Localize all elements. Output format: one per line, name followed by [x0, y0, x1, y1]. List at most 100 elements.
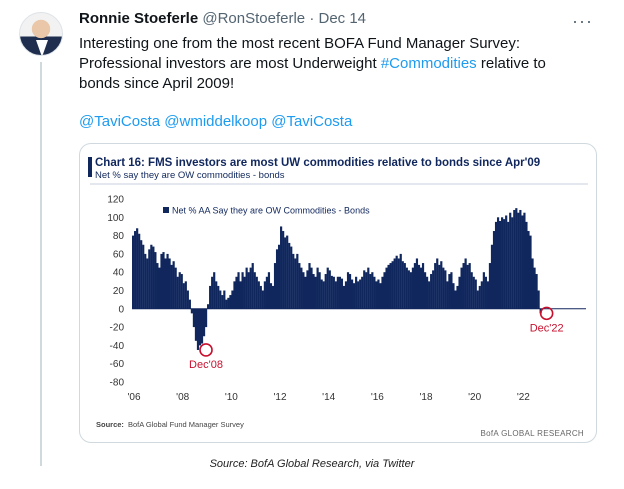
bar [393, 258, 396, 309]
bar [275, 249, 279, 309]
bar [284, 237, 287, 309]
annotations: Dec'08 Dec'22 [189, 306, 564, 371]
bar [192, 308, 196, 328]
bar [452, 283, 455, 309]
bar [156, 263, 159, 309]
bar [387, 264, 390, 309]
bar [269, 283, 273, 309]
bar [267, 272, 271, 309]
tweet-media-image[interactable]: Chart 16: FMS investors are most UW comm… [79, 143, 597, 443]
y-tick-label: 80 [113, 231, 125, 242]
mentions: @TaviCosta @wmiddelkoop @TaviCosta [79, 113, 352, 130]
bar [176, 276, 179, 309]
avatar[interactable] [19, 12, 63, 56]
bar [365, 272, 368, 309]
bar [403, 263, 406, 309]
bar [371, 272, 374, 309]
bar [359, 279, 362, 309]
mention-link[interactable]: @wmiddelkoop [164, 113, 268, 130]
bar [209, 285, 212, 309]
bar [367, 267, 370, 309]
bar [379, 283, 382, 309]
bar [521, 215, 524, 309]
more-horizontal-icon[interactable]: ··· [572, 11, 593, 31]
bar [332, 276, 335, 309]
x-tick-label: '10 [225, 392, 238, 403]
bar [217, 285, 220, 309]
bar [251, 263, 254, 309]
bar [138, 233, 141, 309]
bar [517, 212, 520, 309]
bar [373, 276, 376, 309]
bar [397, 258, 400, 309]
bar [440, 261, 443, 309]
source-label: Source: [96, 420, 124, 429]
bar [381, 276, 384, 309]
y-tick-label: 60 [113, 249, 125, 260]
bar [166, 253, 169, 309]
bar [229, 295, 232, 309]
bar [322, 281, 325, 309]
bar [259, 285, 262, 309]
bar [448, 274, 451, 309]
bar [160, 253, 163, 309]
bar [470, 272, 473, 309]
bar [326, 267, 329, 309]
bar [436, 258, 439, 309]
y-tick-label: -40 [110, 341, 125, 352]
bar [499, 220, 502, 309]
bar [263, 281, 266, 309]
mention-link[interactable]: @TaviCosta [271, 113, 353, 130]
x-axis: '06 '08 '10 '12 '14 '16 '18 '20 '22 [128, 392, 531, 403]
bar [535, 274, 538, 309]
bar [164, 258, 167, 309]
bar [241, 272, 244, 309]
tweet-date[interactable]: Dec 14 [318, 10, 367, 27]
mention-link[interactable]: @TaviCosta [79, 113, 161, 130]
bar [207, 304, 210, 309]
bar [296, 253, 299, 309]
bar [243, 276, 246, 309]
bar [261, 290, 264, 309]
annotation-label: Dec'08 [189, 359, 223, 371]
bar [444, 270, 447, 309]
bar [312, 274, 315, 309]
bar [389, 263, 392, 309]
bar [132, 235, 135, 309]
bar [348, 274, 352, 309]
bar [136, 228, 139, 309]
bar [180, 274, 183, 309]
hashtag-link[interactable]: #Commodities [380, 55, 477, 72]
bar [273, 263, 277, 309]
bar [170, 264, 173, 309]
bar [357, 281, 360, 309]
source-text: BofA Global Fund Manager Survey [128, 420, 244, 429]
bar [507, 221, 510, 309]
bar [292, 253, 295, 309]
tweet-header: Ronnie Stoeferle @RonStoeferle · Dec 14 [79, 10, 366, 27]
bar [519, 209, 522, 309]
brand-label: BofA GLOBAL RESEARCH [480, 429, 584, 438]
bar [140, 240, 143, 309]
bar [223, 290, 226, 309]
bar [233, 281, 236, 309]
author-handle[interactable]: @RonStoeferle [202, 10, 306, 27]
bar [316, 267, 319, 309]
author-name[interactable]: Ronnie Stoeferle [79, 10, 199, 27]
bar [438, 264, 441, 309]
bar [280, 226, 283, 309]
bar [496, 217, 500, 309]
bar [369, 274, 372, 309]
bar [458, 276, 461, 309]
legend-label: Net % AA Say they are OW Commodities - B… [172, 206, 370, 216]
bar [178, 272, 181, 309]
legend-swatch [163, 207, 169, 213]
bar [338, 276, 341, 309]
bar [245, 267, 248, 309]
bar [294, 258, 297, 309]
bar [306, 270, 309, 309]
bar [417, 264, 421, 309]
bar [231, 290, 234, 309]
bar [162, 252, 165, 309]
tweet-text-end: relative to bonds since April 2009! [79, 55, 546, 92]
